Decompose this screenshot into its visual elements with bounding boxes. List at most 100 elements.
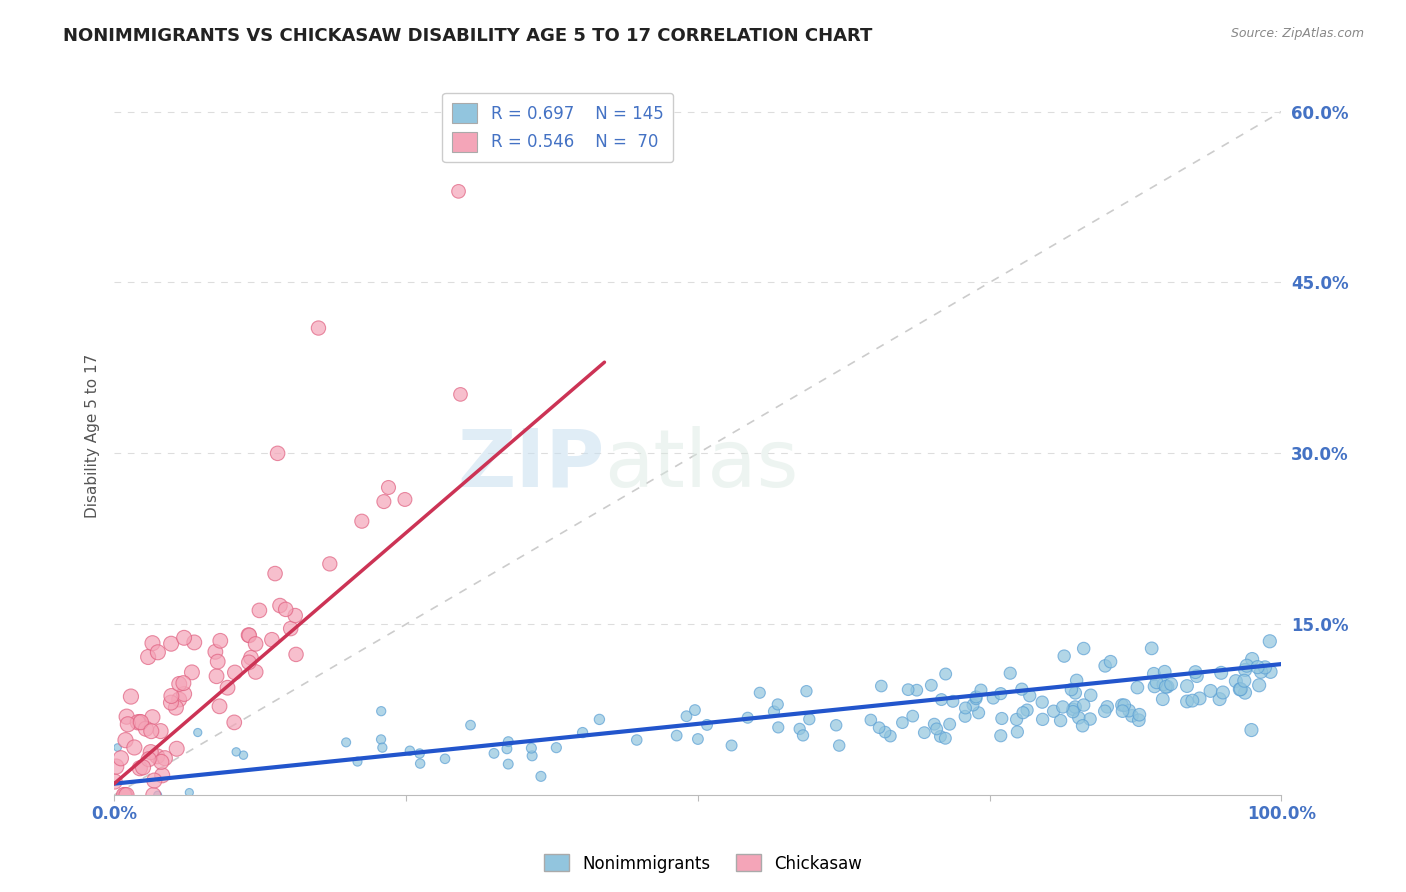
Point xyxy=(350,514,373,528)
Text: NONIMMIGRANTS VS CHICKASAW DISABILITY AGE 5 TO 17 CORRELATION CHART: NONIMMIGRANTS VS CHICKASAW DISABILITY AG… xyxy=(63,27,873,45)
Text: ZIP: ZIP xyxy=(457,426,605,504)
Point xyxy=(1073,641,1095,656)
Point xyxy=(115,709,138,723)
Point xyxy=(799,712,821,726)
Point xyxy=(1000,666,1022,681)
Point xyxy=(141,724,163,739)
Point xyxy=(129,715,152,730)
Point xyxy=(370,732,392,747)
Point xyxy=(748,686,770,700)
Point xyxy=(124,740,146,755)
Point xyxy=(165,700,187,714)
Point xyxy=(905,683,928,698)
Point xyxy=(1229,682,1251,697)
Point xyxy=(546,740,568,755)
Point xyxy=(172,676,194,690)
Point xyxy=(1011,682,1033,697)
Point xyxy=(498,734,520,748)
Point xyxy=(1078,712,1101,726)
Point xyxy=(1005,713,1028,727)
Point xyxy=(205,669,228,683)
Point xyxy=(1236,658,1258,673)
Point xyxy=(127,715,149,730)
Point xyxy=(879,729,901,743)
Point xyxy=(187,725,209,739)
Point xyxy=(1062,702,1084,716)
Point xyxy=(239,650,262,665)
Point xyxy=(626,733,648,747)
Point xyxy=(1229,682,1251,697)
Point xyxy=(260,632,283,647)
Point xyxy=(1007,725,1029,739)
Point xyxy=(762,705,785,719)
Point xyxy=(150,768,173,782)
Point xyxy=(110,751,132,765)
Point xyxy=(1152,677,1174,691)
Point xyxy=(1181,693,1204,707)
Point xyxy=(935,667,957,681)
Point xyxy=(232,748,254,763)
Point xyxy=(160,696,183,710)
Point xyxy=(1160,677,1182,691)
Point xyxy=(1246,660,1268,674)
Point xyxy=(925,722,948,736)
Point xyxy=(434,752,457,766)
Point xyxy=(1233,686,1256,700)
Point xyxy=(1031,695,1053,709)
Y-axis label: Disability Age 5 to 17: Disability Age 5 to 17 xyxy=(86,354,100,518)
Point xyxy=(274,602,297,616)
Point xyxy=(720,739,742,753)
Point xyxy=(981,691,1004,706)
Point xyxy=(1049,714,1071,728)
Point xyxy=(1099,655,1122,669)
Point xyxy=(1094,659,1116,673)
Point xyxy=(1017,703,1039,717)
Point xyxy=(970,683,993,698)
Point xyxy=(117,717,139,731)
Point xyxy=(285,648,308,662)
Point xyxy=(588,713,610,727)
Point xyxy=(1073,698,1095,712)
Point xyxy=(173,631,195,645)
Point xyxy=(280,622,302,636)
Point xyxy=(792,728,814,742)
Point xyxy=(114,788,136,802)
Point xyxy=(146,749,169,764)
Point xyxy=(922,717,945,731)
Point xyxy=(934,731,956,746)
Point xyxy=(696,718,718,732)
Point xyxy=(409,756,432,771)
Point xyxy=(1064,686,1087,700)
Point xyxy=(1188,691,1211,706)
Point xyxy=(859,713,882,727)
Point xyxy=(135,722,157,736)
Point xyxy=(1175,694,1198,708)
Point xyxy=(1053,649,1076,664)
Point xyxy=(1258,634,1281,648)
Point xyxy=(1143,680,1166,694)
Point xyxy=(284,608,307,623)
Legend: Nonimmigrants, Chickasaw: Nonimmigrants, Chickasaw xyxy=(537,847,869,880)
Point xyxy=(204,645,226,659)
Point xyxy=(373,494,395,508)
Point xyxy=(868,721,890,735)
Point xyxy=(408,747,430,761)
Point xyxy=(142,788,165,802)
Point xyxy=(1184,665,1206,679)
Point xyxy=(1018,689,1040,703)
Point xyxy=(128,761,150,775)
Point xyxy=(789,722,811,736)
Point xyxy=(308,321,330,335)
Point xyxy=(208,699,231,714)
Point xyxy=(683,703,706,717)
Point xyxy=(1066,673,1088,688)
Point xyxy=(143,773,166,788)
Point xyxy=(128,714,150,729)
Point xyxy=(114,733,136,747)
Legend: R = 0.697    N = 145, R = 0.546    N =  70: R = 0.697 N = 145, R = 0.546 N = 70 xyxy=(443,93,673,162)
Point xyxy=(1097,699,1119,714)
Point xyxy=(146,645,169,659)
Point xyxy=(1240,723,1263,737)
Point xyxy=(990,729,1012,743)
Point xyxy=(912,725,935,739)
